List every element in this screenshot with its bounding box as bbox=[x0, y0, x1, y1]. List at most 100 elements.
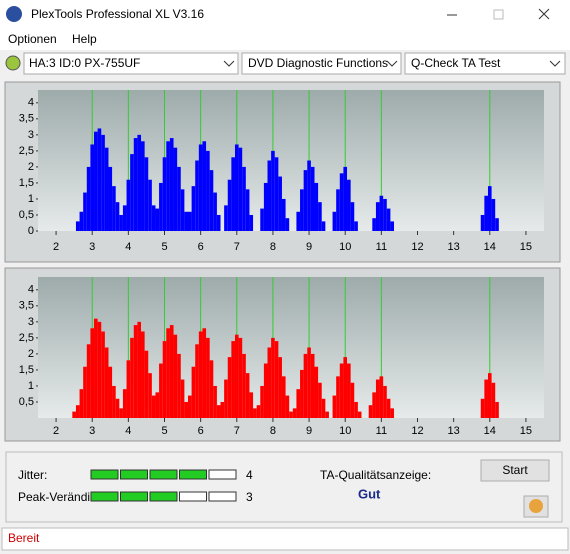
bar bbox=[141, 331, 145, 418]
bar bbox=[303, 170, 308, 231]
bar bbox=[202, 328, 207, 418]
y-tick-label: 0 bbox=[28, 225, 34, 237]
bar bbox=[166, 328, 170, 418]
bar bbox=[318, 382, 322, 418]
bar bbox=[339, 173, 344, 231]
bar bbox=[198, 144, 203, 231]
bar bbox=[383, 198, 387, 231]
bar bbox=[242, 353, 246, 418]
bar bbox=[115, 398, 120, 418]
function-combo[interactable] bbox=[241, 52, 402, 75]
x-tick-label: 11 bbox=[376, 241, 387, 253]
bar bbox=[343, 357, 348, 418]
x-tick-label: 6 bbox=[198, 425, 204, 437]
bar bbox=[336, 189, 340, 231]
y-tick-label: 0,5 bbox=[19, 396, 34, 408]
x-tick-label: 5 bbox=[161, 241, 167, 253]
x-tick-label: 9 bbox=[306, 241, 312, 253]
bar bbox=[386, 398, 391, 418]
bar bbox=[177, 353, 181, 418]
bar bbox=[191, 186, 196, 231]
bar bbox=[94, 318, 98, 418]
bar bbox=[281, 198, 286, 231]
y-tick-label: 2 bbox=[28, 161, 34, 173]
meter-box-filled bbox=[149, 469, 178, 480]
bar bbox=[227, 357, 232, 418]
bar bbox=[278, 176, 282, 231]
bar bbox=[86, 344, 91, 418]
bar bbox=[159, 363, 163, 418]
bar bbox=[224, 205, 228, 231]
bar bbox=[130, 337, 134, 418]
bar bbox=[285, 395, 290, 418]
meter-box bbox=[179, 491, 207, 502]
drive-combo[interactable] bbox=[23, 52, 239, 75]
drive-text: HA:3 ID:0 PX-755UF bbox=[29, 56, 140, 70]
bar bbox=[115, 202, 120, 231]
bar bbox=[209, 360, 214, 418]
window-title: PlexTools Professional XL V3.16 bbox=[31, 7, 204, 21]
app-icon bbox=[6, 6, 22, 22]
bar bbox=[209, 170, 214, 231]
bar bbox=[137, 134, 142, 231]
bar bbox=[173, 334, 178, 418]
bar bbox=[357, 411, 362, 418]
bar bbox=[104, 347, 109, 418]
bar bbox=[144, 350, 149, 418]
meter-box-filled bbox=[149, 491, 178, 502]
bar bbox=[130, 154, 134, 231]
bar bbox=[227, 179, 232, 231]
x-tick-label: 6 bbox=[198, 241, 204, 253]
menu-item[interactable]: Help bbox=[72, 32, 97, 46]
bar bbox=[368, 405, 373, 418]
y-tick-label: 0,5 bbox=[19, 209, 34, 221]
bar bbox=[260, 208, 264, 231]
bar bbox=[126, 360, 131, 418]
x-tick-label: 8 bbox=[270, 425, 276, 437]
title-bar bbox=[0, 0, 570, 30]
bar bbox=[184, 401, 188, 418]
function-text: DVD Diagnostic Functions bbox=[248, 56, 388, 70]
bar bbox=[343, 166, 348, 231]
test-combo[interactable] bbox=[404, 52, 566, 75]
quality-panel bbox=[5, 451, 563, 523]
meter-box-filled bbox=[90, 469, 119, 480]
meter-box-filled bbox=[120, 469, 148, 480]
bar bbox=[231, 341, 235, 418]
maximize-button[interactable] bbox=[493, 9, 504, 20]
bar bbox=[187, 211, 192, 231]
bar bbox=[180, 379, 185, 418]
close-button[interactable] bbox=[538, 8, 550, 20]
bar bbox=[285, 218, 290, 231]
bar bbox=[303, 353, 308, 418]
bar bbox=[79, 211, 84, 231]
bar bbox=[332, 211, 337, 231]
bar bbox=[195, 344, 199, 418]
bar bbox=[216, 214, 221, 231]
bar bbox=[253, 408, 257, 418]
combo-arrow bbox=[223, 60, 235, 67]
bar bbox=[245, 373, 250, 418]
meter-box-filled bbox=[90, 491, 119, 502]
bar bbox=[206, 337, 210, 418]
start-button[interactable] bbox=[480, 459, 550, 482]
bar bbox=[314, 366, 319, 418]
bar bbox=[72, 411, 76, 418]
bar bbox=[231, 157, 235, 231]
bar bbox=[86, 166, 91, 231]
bar bbox=[350, 202, 355, 231]
plot-area bbox=[38, 277, 544, 418]
bar bbox=[151, 395, 156, 418]
bar bbox=[480, 398, 485, 418]
bar bbox=[177, 166, 181, 231]
bar bbox=[101, 134, 105, 231]
menu-item[interactable]: Optionen bbox=[8, 32, 57, 46]
bar bbox=[296, 211, 301, 231]
bar bbox=[487, 373, 492, 418]
bar bbox=[220, 401, 225, 418]
bar bbox=[260, 385, 264, 418]
bar bbox=[75, 405, 80, 418]
bar bbox=[216, 405, 221, 418]
bar bbox=[148, 373, 152, 418]
bar bbox=[122, 205, 127, 231]
